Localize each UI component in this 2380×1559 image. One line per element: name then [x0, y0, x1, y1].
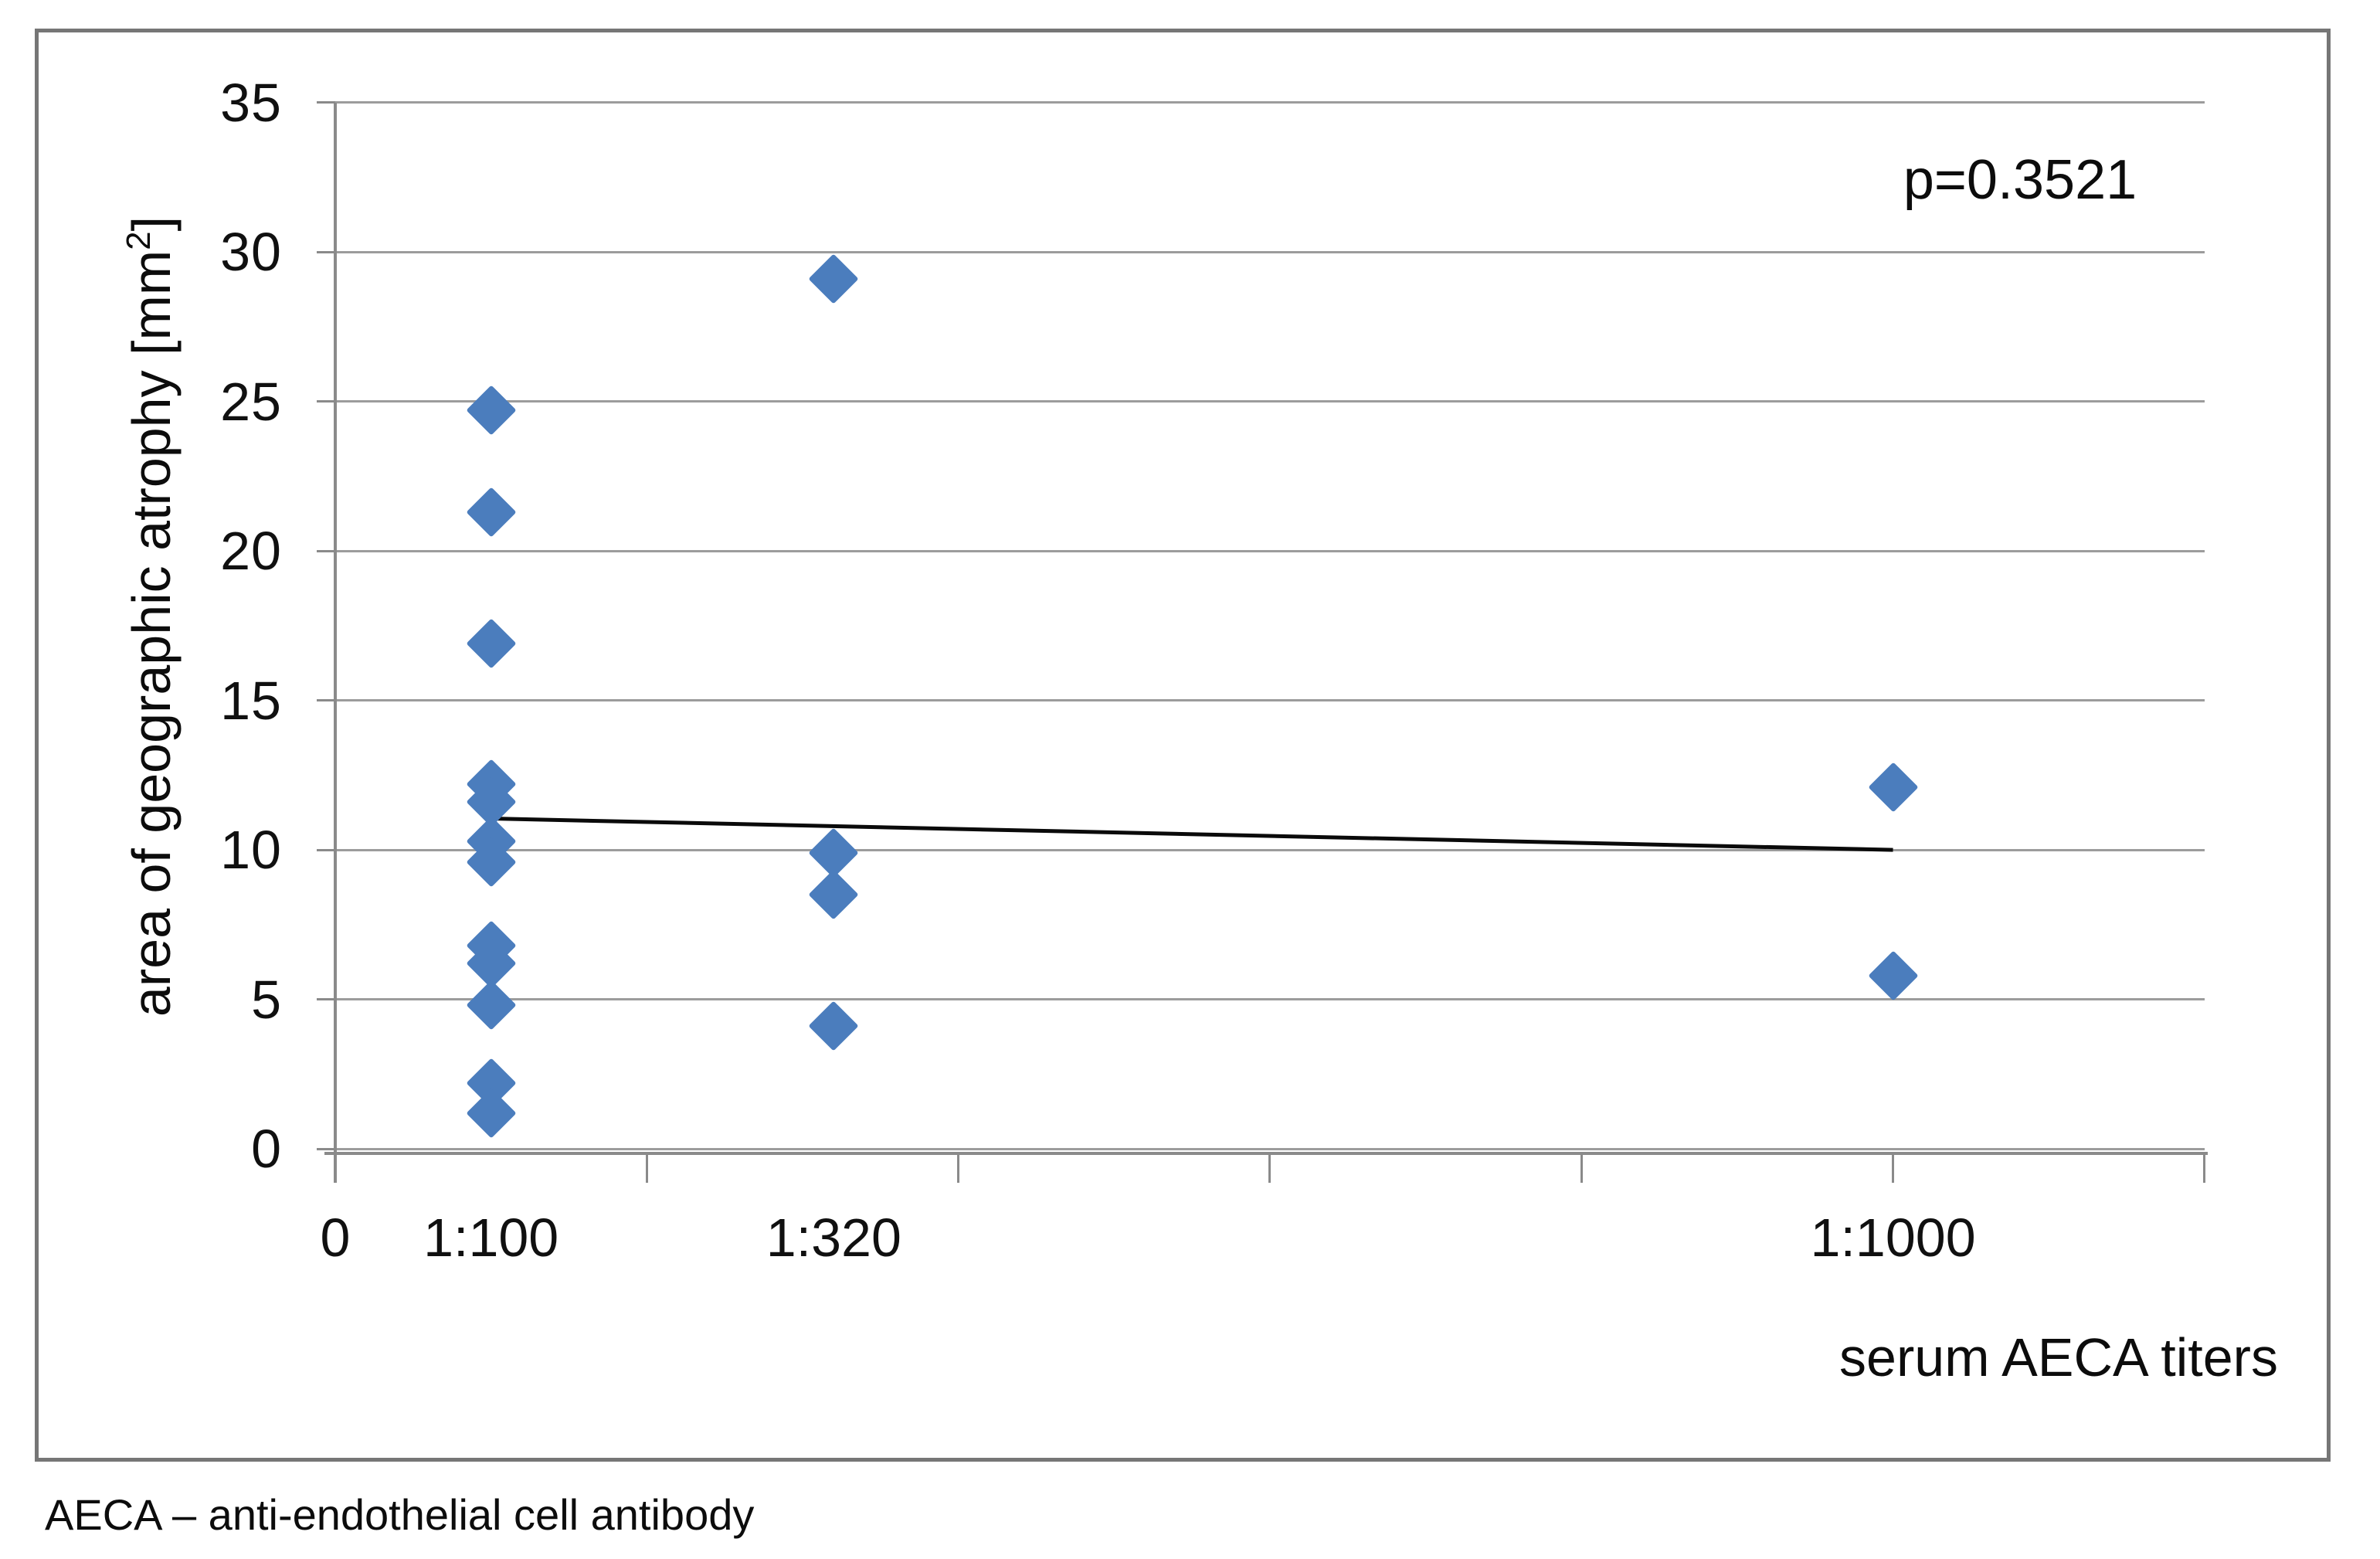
data-point-diamond: [808, 869, 859, 920]
horizontal-gridline: [335, 699, 2205, 702]
x-axis-tick-label: 1:1000: [1810, 1207, 1976, 1268]
y-axis-tick-label: 10: [220, 820, 282, 881]
y-axis-tick-label: 0: [251, 1119, 282, 1179]
horizontal-gridline: [335, 1147, 2205, 1150]
data-point-diamond: [1868, 762, 1919, 813]
x-axis-tick: [645, 1153, 648, 1183]
y-axis-tick-label: 15: [220, 670, 282, 731]
y-axis-tick-label: 35: [220, 72, 282, 133]
horizontal-gridline: [335, 101, 2205, 104]
data-point-diamond: [808, 253, 859, 304]
x-axis-tick-label: 1:320: [766, 1207, 901, 1268]
data-point-diamond: [466, 618, 517, 669]
x-axis-line: [324, 1152, 2208, 1155]
horizontal-gridline: [335, 848, 2205, 851]
y-axis-tick-label: 5: [251, 969, 282, 1030]
x-axis-tick: [1268, 1153, 1271, 1183]
y-axis-title-text: area of geographic atrophy [mm: [121, 250, 182, 1017]
y-axis-title: area of geographic atrophy [mm2]: [120, 216, 182, 1017]
y-axis-tick: [317, 699, 335, 702]
data-point-diamond: [1868, 950, 1919, 1001]
x-axis-tick-label: 1:100: [423, 1207, 559, 1268]
x-axis-tick: [334, 1153, 337, 1183]
x-axis-tick: [1892, 1153, 1895, 1183]
data-point-diamond: [808, 1000, 859, 1051]
p-value-annotation: p=0.3521: [1903, 149, 2137, 211]
y-axis-tick: [317, 998, 335, 1001]
y-axis-line: [334, 102, 337, 1183]
y-axis-tick-label: 30: [220, 222, 282, 283]
horizontal-gridline: [335, 250, 2205, 253]
x-axis-tick: [1580, 1153, 1583, 1183]
y-axis-tick: [317, 400, 335, 403]
figure-caption: AECA – anti-endothelial cell antibody: [45, 1490, 755, 1539]
horizontal-gridline: [335, 400, 2205, 403]
y-axis-tick: [317, 250, 335, 253]
horizontal-gridline: [335, 549, 2205, 552]
y-axis-tick-label: 25: [220, 371, 282, 432]
data-point-diamond: [466, 1088, 517, 1139]
y-axis-tick: [317, 1147, 335, 1150]
x-axis-title: serum AECA titers: [1839, 1327, 2278, 1387]
y-axis-tick: [317, 101, 335, 104]
data-point-diamond: [466, 385, 517, 436]
data-point-diamond: [466, 980, 517, 1031]
x-axis-tick: [2203, 1153, 2206, 1183]
y-axis-tick-label: 20: [220, 521, 282, 582]
figure-border: [35, 29, 2331, 1462]
y-axis-title-closing-bracket: ]: [121, 216, 182, 232]
horizontal-gridline: [335, 998, 2205, 1001]
x-axis-tick: [957, 1153, 960, 1183]
y-axis-tick: [317, 848, 335, 851]
x-axis-tick-label: 0: [320, 1207, 351, 1268]
data-point-diamond: [466, 487, 517, 538]
trendline: [491, 817, 1893, 852]
y-axis-title-superscript: 2: [120, 231, 158, 250]
y-axis-tick: [317, 549, 335, 552]
